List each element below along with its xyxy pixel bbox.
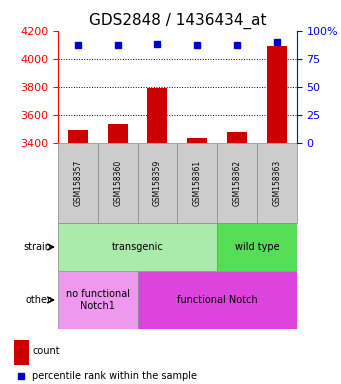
Text: GSM158363: GSM158363 [272,160,281,206]
Bar [14,340,29,365]
Text: strain: strain [23,242,51,252]
FancyBboxPatch shape [58,143,98,223]
Text: other: other [25,295,51,305]
Title: GDS2848 / 1436434_at: GDS2848 / 1436434_at [89,13,266,29]
Bar [68,131,88,143]
FancyBboxPatch shape [257,143,297,223]
Text: GSM158362: GSM158362 [233,160,241,206]
Bar [187,138,207,143]
Text: count: count [32,346,60,356]
Text: transgenic: transgenic [112,242,163,252]
Text: GSM158360: GSM158360 [113,160,122,206]
Text: GSM158357: GSM158357 [73,160,83,206]
FancyBboxPatch shape [177,143,217,223]
Text: no functional
Notch1: no functional Notch1 [66,289,130,311]
FancyBboxPatch shape [217,143,257,223]
Text: GSM158361: GSM158361 [193,160,202,206]
FancyBboxPatch shape [98,143,137,223]
Bar [137,271,297,329]
Bar [148,88,167,143]
Bar [217,223,297,271]
Bar [227,132,247,143]
Text: GSM158359: GSM158359 [153,160,162,206]
Text: wild type: wild type [235,242,279,252]
Bar [108,124,128,143]
Bar [267,46,287,143]
Bar [58,223,217,271]
Bar [58,271,137,329]
Text: functional Notch: functional Notch [177,295,257,305]
FancyBboxPatch shape [137,143,177,223]
Text: percentile rank within the sample: percentile rank within the sample [32,371,197,381]
